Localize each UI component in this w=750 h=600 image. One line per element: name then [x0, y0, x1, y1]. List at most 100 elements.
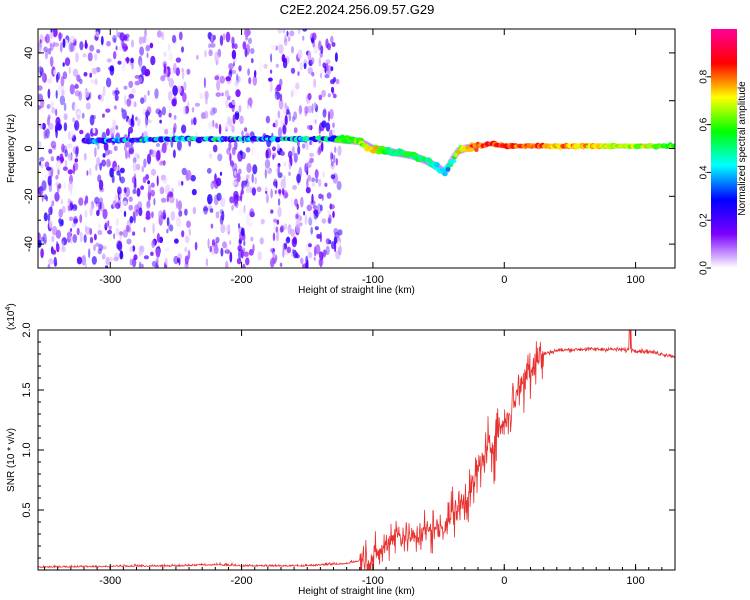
noise-blob — [51, 225, 58, 236]
noise-blob — [119, 193, 123, 199]
noise-blob — [280, 151, 285, 156]
noise-blob — [205, 97, 208, 105]
noise-blob — [117, 60, 122, 65]
noise-blob — [211, 97, 215, 103]
noise-blob — [185, 169, 192, 181]
noise-blob — [184, 235, 190, 243]
noise-blob — [50, 113, 54, 122]
noise-blob — [235, 89, 241, 98]
noise-blob — [238, 104, 242, 113]
noise-blob — [129, 258, 133, 266]
noise-blob — [232, 209, 237, 214]
noise-blob — [122, 229, 128, 238]
noise-blob — [248, 77, 252, 85]
noise-blob — [240, 249, 244, 259]
x-tick-label: -200 — [231, 575, 253, 587]
noise-blob — [327, 64, 332, 75]
noise-blob — [224, 122, 229, 131]
noise-blob — [247, 97, 253, 107]
noise-blob — [162, 177, 168, 184]
noise-blob — [140, 97, 145, 104]
noise-blob — [162, 209, 166, 216]
noise-blob — [279, 78, 283, 87]
noise-blob — [181, 46, 184, 53]
noise-blob — [105, 256, 110, 266]
noise-blob — [322, 109, 327, 118]
noise-blob — [231, 100, 236, 106]
noise-blob — [215, 211, 220, 219]
noise-blob — [293, 127, 298, 134]
noise-blob — [74, 84, 79, 89]
noise-blob — [125, 225, 130, 232]
noise-blob — [204, 90, 209, 100]
noise-blob — [240, 181, 247, 189]
noise-blob — [106, 158, 111, 168]
noise-blob — [47, 213, 51, 223]
noise-blob — [151, 240, 156, 248]
noise-blob — [244, 127, 248, 132]
noise-blob — [322, 249, 328, 256]
noise-blob — [300, 257, 304, 265]
noise-blob — [146, 201, 151, 210]
noise-blob — [225, 76, 231, 82]
noise-blob — [314, 119, 317, 124]
noise-blob — [305, 162, 309, 172]
noise-blob — [104, 222, 108, 231]
noise-blob — [246, 163, 252, 173]
ridge-core — [453, 152, 459, 158]
noise-speckle — [38, 29, 343, 268]
noise-blob — [315, 69, 318, 78]
noise-blob — [233, 196, 238, 207]
noise-blob — [154, 88, 159, 99]
noise-blob — [266, 147, 272, 159]
noise-blob — [252, 75, 257, 86]
noise-blob — [47, 263, 51, 268]
noise-blob — [210, 42, 216, 48]
noise-blob — [229, 153, 232, 162]
noise-blob — [231, 181, 237, 186]
noise-blob — [127, 130, 130, 138]
noise-blob — [231, 36, 235, 45]
noise-blob — [72, 68, 79, 78]
noise-blob — [309, 118, 314, 127]
noise-blob — [93, 244, 96, 252]
noise-blob — [147, 180, 151, 185]
noise-blob — [207, 194, 213, 205]
noise-blob — [96, 156, 101, 167]
noise-blob — [292, 185, 297, 190]
noise-blob — [150, 168, 157, 176]
noise-blob — [191, 188, 197, 196]
noise-blob — [168, 78, 174, 88]
noise-blob — [263, 63, 268, 69]
noise-blob — [225, 244, 229, 254]
noise-blob — [128, 204, 133, 211]
noise-blob — [91, 67, 98, 75]
noise-blob — [270, 53, 273, 63]
noise-blob — [92, 127, 96, 134]
noise-blob — [284, 35, 287, 43]
noise-blob — [78, 90, 83, 101]
noise-blob — [256, 186, 262, 193]
noise-blob — [113, 37, 117, 44]
noise-blob — [38, 85, 43, 91]
noise-blob — [59, 95, 66, 106]
noise-blob — [153, 197, 156, 206]
noise-blob — [304, 106, 309, 114]
noise-blob — [333, 227, 339, 235]
snr-line — [38, 330, 675, 570]
noise-blob — [163, 63, 166, 74]
noise-blob — [67, 153, 73, 161]
noise-blob — [279, 113, 285, 125]
noise-blob — [128, 93, 135, 99]
noise-blob — [100, 256, 105, 264]
noise-blob — [256, 150, 259, 161]
noise-blob — [175, 216, 182, 227]
noise-blob — [54, 42, 60, 47]
noise-blob — [146, 52, 149, 59]
noise-blob — [134, 204, 139, 213]
y-tick-label: 2.0 — [21, 322, 33, 337]
noise-blob — [116, 170, 121, 176]
noise-blob — [105, 108, 111, 113]
noise-blob — [316, 233, 321, 239]
